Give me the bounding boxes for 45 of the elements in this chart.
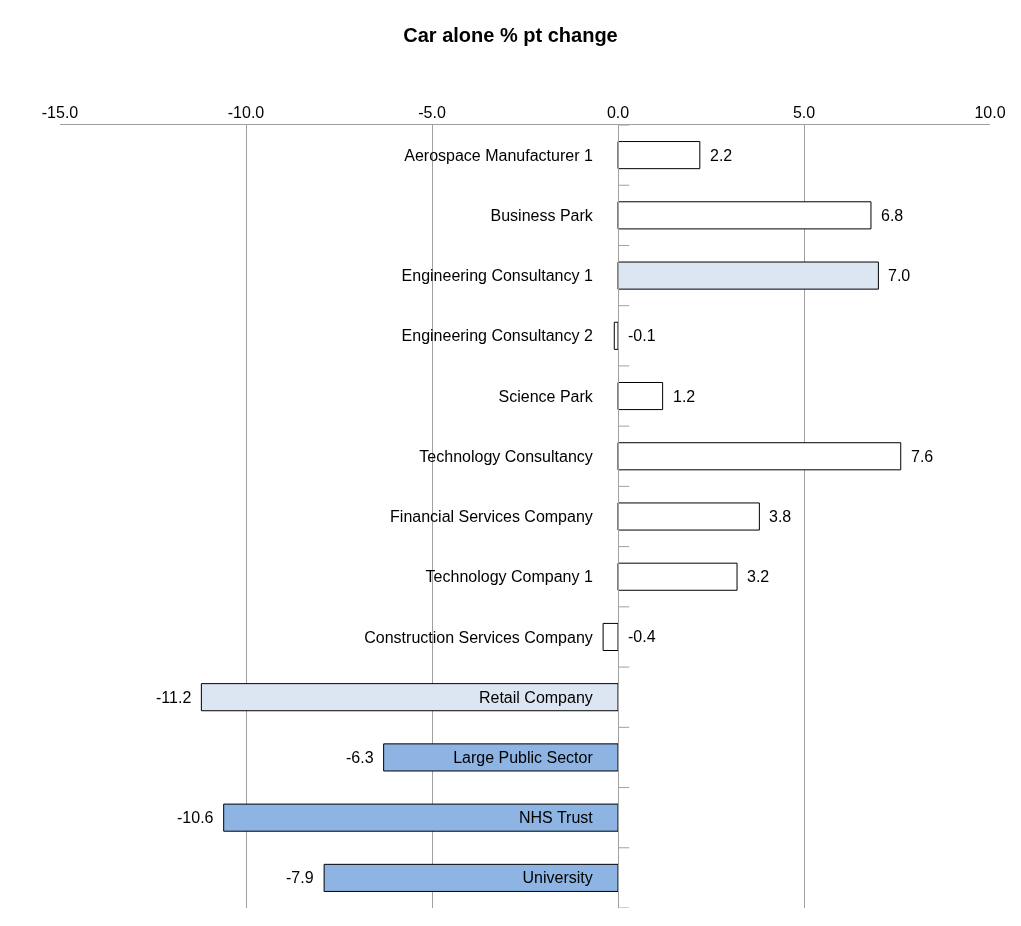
bar [617, 442, 902, 471]
y-tick-label: Financial Services Company [390, 508, 593, 526]
x-tick-label: -15.0 [41, 103, 79, 121]
data-label: 6.8 [881, 207, 904, 224]
y-tick-label: Retail Company [478, 688, 593, 706]
bar [617, 141, 701, 170]
y-tick-label: Technology Consultancy [419, 447, 593, 465]
data-label: -0.1 [628, 327, 656, 344]
bar [602, 622, 619, 652]
chart-title: Car alone % pt change [403, 23, 618, 46]
data-label: -0.4 [628, 628, 656, 645]
bar [617, 201, 872, 230]
y-tick-label: Engineering Consultancy 2 [401, 327, 593, 345]
x-tick-label: -10.0 [227, 103, 265, 121]
y-tick-label: Aerospace Manufacturer 1 [404, 146, 593, 164]
data-label: 7.0 [888, 267, 911, 284]
bar [617, 381, 664, 411]
x-tick-label: 10.0 [974, 103, 1006, 121]
bar [617, 261, 879, 290]
data-label: -11.2 [156, 689, 192, 706]
data-label: -6.3 [346, 749, 374, 766]
bar [223, 803, 619, 832]
y-tick-label: University [522, 869, 593, 887]
data-label: 7.6 [911, 448, 934, 465]
bar [617, 562, 738, 591]
x-tick-label: -5.0 [418, 103, 446, 121]
bar [383, 743, 619, 772]
y-tick-label: Construction Services Company [364, 628, 593, 646]
bar [200, 683, 619, 712]
y-tick-label: Engineering Consultancy 1 [401, 267, 593, 285]
y-tick-label: Large Public Sector [453, 749, 594, 767]
y-tick-label: Business Park [490, 206, 594, 224]
y-tick-label: Science Park [498, 387, 594, 405]
y-tick-label: Technology Company 1 [425, 568, 593, 586]
y-tick-label: NHS Trust [519, 809, 594, 827]
data-label: 1.2 [673, 388, 696, 405]
bar [617, 502, 760, 531]
data-label: 2.2 [710, 147, 733, 164]
x-tick-label: 5.0 [792, 103, 816, 121]
data-label: -10.6 [177, 809, 214, 826]
x-tick-label: 0.0 [606, 103, 630, 121]
data-label: 3.8 [769, 508, 792, 525]
data-label: 3.2 [747, 568, 770, 585]
bar [323, 863, 619, 892]
data-label: -7.9 [286, 869, 314, 886]
